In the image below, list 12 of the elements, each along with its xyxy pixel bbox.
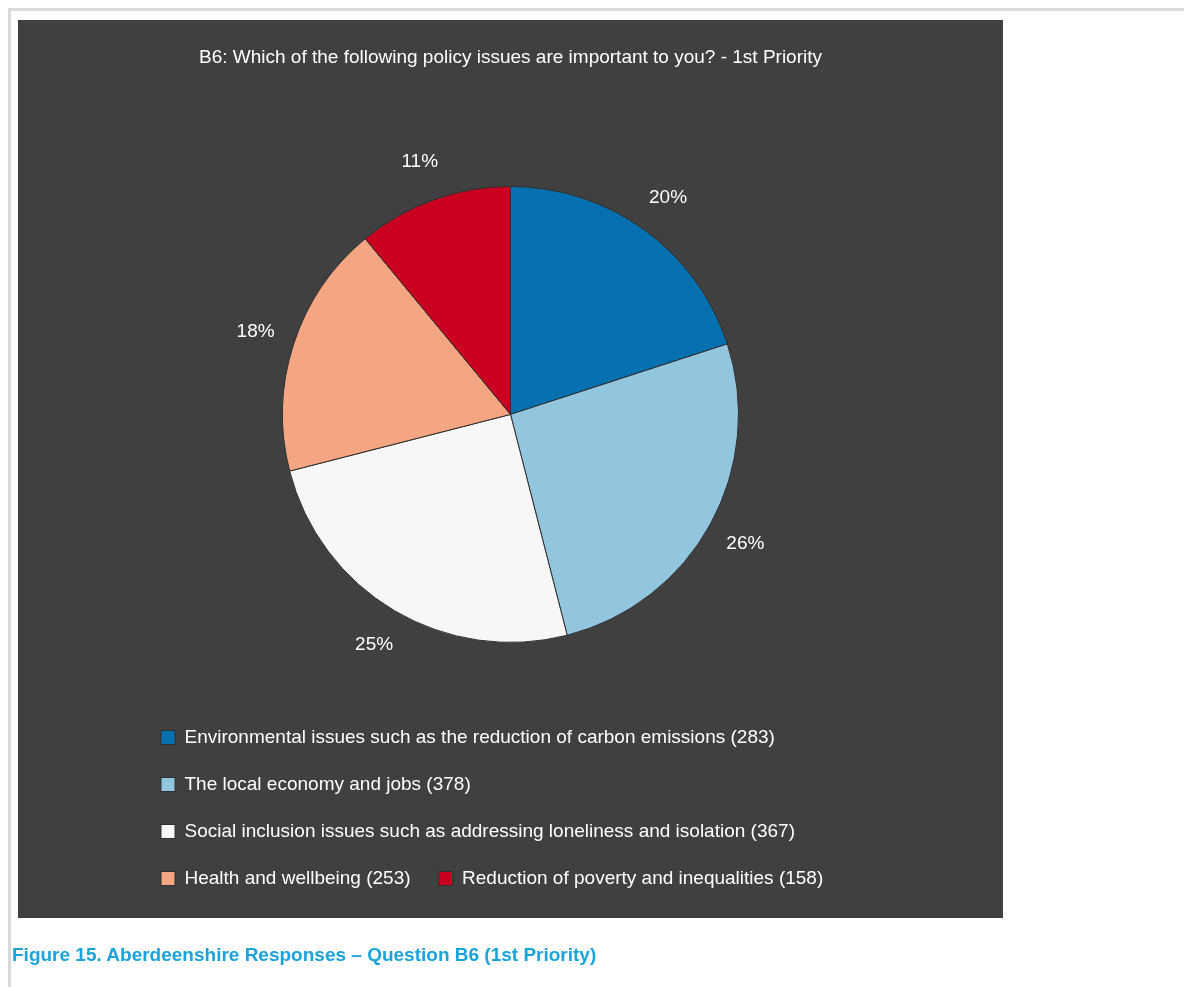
data-label: 26%: [726, 531, 765, 553]
data-label: 25%: [355, 633, 394, 655]
data-label: 20%: [649, 185, 688, 207]
data-label: 18%: [236, 319, 275, 341]
legend-label: Health and wellbeing (253): [184, 866, 411, 888]
caption: Figure 15. Aberdeenshire Responses – Question B6 (1st Priority): [12, 944, 597, 966]
legend-label: The local economy and jobs (378): [184, 772, 471, 794]
legend-label: Social inclusion issues such as addressing loneliness and isolation (367): [184, 819, 795, 841]
data-label: 11%: [401, 150, 439, 172]
legend-label: Reduction of poverty and inequalities (158): [462, 866, 824, 888]
legend-label: Environmental issues such as the reduction of carbon emissions (283): [184, 725, 775, 747]
chart-title: B6: Which of the following policy issues are important to you? - 1st Priority: [198, 45, 823, 67]
